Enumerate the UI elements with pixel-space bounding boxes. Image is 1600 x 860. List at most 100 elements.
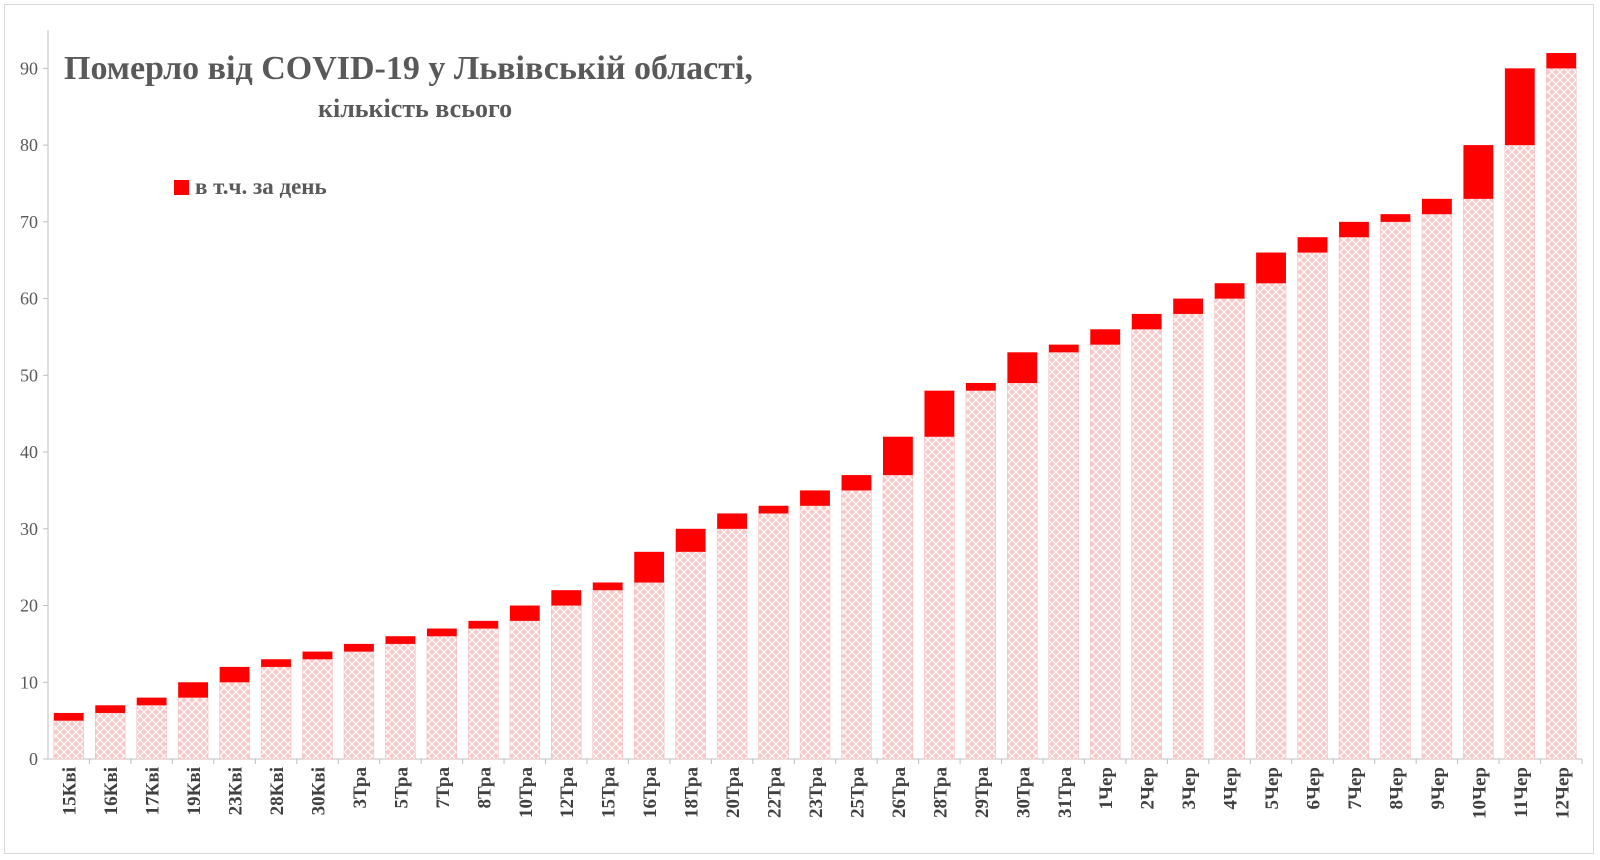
bar-daily [1339, 221, 1369, 238]
x-tick-label: 31Тра [1055, 767, 1076, 819]
bar-total [1214, 298, 1245, 760]
bar-daily [675, 528, 706, 552]
bar-daily [1090, 329, 1121, 345]
bar-total [1172, 313, 1204, 760]
y-tick-label: 40 [20, 442, 38, 462]
bar-total [1338, 236, 1370, 760]
bar-daily [1463, 145, 1494, 199]
x-tick-label: 5Чер [1262, 767, 1283, 809]
bar-daily [634, 551, 665, 583]
bar-daily [468, 620, 499, 629]
x-tick-label: 1Чер [1096, 767, 1117, 809]
bar-daily [592, 582, 623, 591]
bar-daily [882, 436, 913, 476]
bar-total [758, 513, 789, 760]
bar-total [1504, 144, 1535, 760]
bar-total [343, 651, 375, 760]
bar-total [136, 705, 167, 760]
y-tick-label: 10 [20, 672, 38, 692]
x-tick-label: 16Кві [101, 767, 122, 815]
x-tick-label: 18Тра [682, 767, 703, 819]
bar-daily [551, 590, 582, 606]
x-tick-label: 11Чер [1511, 767, 1532, 818]
bar-daily [965, 382, 996, 391]
y-tick-label: 30 [20, 519, 38, 539]
legend: в т.ч. за день [174, 174, 327, 200]
bar-daily [758, 505, 789, 514]
bar-total [302, 658, 333, 760]
bar-total [95, 712, 126, 760]
x-tick-label: 3Тра [350, 767, 371, 809]
x-tick-label: 16Тра [640, 767, 661, 819]
bar-daily [95, 705, 126, 713]
bar-daily [1297, 237, 1328, 253]
x-tick-label: 12Тра [557, 767, 578, 819]
bar-daily [509, 605, 540, 621]
bar-daily [1380, 214, 1411, 222]
bar-total [924, 436, 955, 760]
bar-daily [924, 390, 955, 437]
bar-total [1463, 198, 1494, 760]
bar-total [675, 551, 706, 760]
bar-total [592, 589, 623, 760]
bar-total [260, 666, 292, 760]
bar-total [1297, 252, 1328, 760]
legend-label: в т.ч. за день [195, 174, 327, 199]
x-tick-label: 19Кві [184, 767, 205, 815]
x-tick-label: 15Тра [599, 767, 620, 819]
chart-frame [4, 4, 1594, 854]
bar-total [1546, 68, 1577, 760]
x-tick-label: 23Тра [806, 767, 827, 819]
x-tick-label: 25Тра [847, 767, 868, 819]
bar-daily [1173, 298, 1204, 314]
bar-total [716, 528, 748, 760]
bar-total [1421, 213, 1453, 760]
bar-total [799, 505, 831, 760]
bar-total [177, 697, 209, 760]
bar-daily [219, 666, 250, 683]
bar-daily [1131, 313, 1162, 330]
x-tick-label: 7Чер [1345, 767, 1366, 809]
x-tick-label: 8Тра [474, 767, 495, 809]
bar-total [1007, 382, 1038, 760]
y-tick-label: 20 [20, 596, 38, 616]
bar-daily [1048, 344, 1079, 353]
bar-total [841, 490, 872, 760]
bar-total [385, 643, 416, 760]
chart-subtitle: кількість всього [318, 94, 513, 123]
bar-daily [261, 659, 291, 667]
x-tick-label: 22Тра [765, 767, 786, 819]
x-tick-label: 29Тра [972, 767, 993, 819]
bar-total [53, 720, 84, 760]
bar-daily [1214, 283, 1245, 299]
x-tick-label: 30Тра [1013, 767, 1034, 819]
x-tick-label: 4Чер [1221, 767, 1242, 809]
bar-total [1255, 282, 1287, 760]
y-tick-label: 60 [20, 289, 38, 309]
x-tick-label: 30Кві [308, 767, 329, 815]
y-tick-label: 90 [20, 58, 38, 78]
bar-total [509, 620, 540, 760]
x-tick-label: 5Тра [391, 767, 412, 809]
bar-total [1131, 329, 1162, 760]
x-tick-label: 15Кві [60, 767, 81, 815]
x-tick-label: 7Тра [433, 767, 454, 809]
bar-total [965, 390, 997, 760]
bar-daily [385, 636, 416, 644]
bar-daily [717, 513, 748, 529]
bar-daily [1504, 68, 1535, 146]
bar-daily [426, 628, 457, 637]
bar-daily [1421, 198, 1452, 215]
bar-daily [1256, 252, 1286, 284]
bar-daily [800, 490, 830, 506]
x-tick-label: 23Кві [226, 767, 247, 815]
x-tick-label: 28Кві [267, 767, 288, 815]
x-tick-label: 2Чер [1138, 767, 1159, 809]
x-tick-label: 28Тра [930, 767, 951, 819]
chart-title: Померло від COVID-19 у Львівській област… [64, 50, 753, 87]
bar-total [1380, 221, 1411, 760]
legend-swatch [174, 179, 189, 195]
y-tick-label: 50 [20, 365, 38, 385]
bar-total [426, 635, 458, 760]
